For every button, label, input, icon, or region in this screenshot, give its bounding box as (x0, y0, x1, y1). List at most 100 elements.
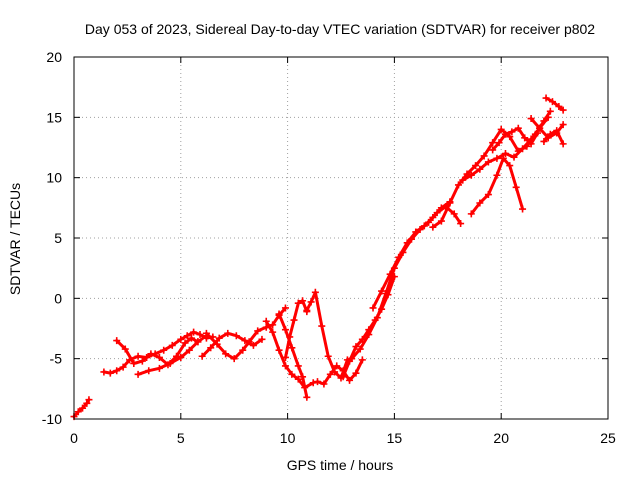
y-tick-label: 10 (46, 170, 62, 186)
data-point (356, 345, 364, 353)
data-point (382, 290, 390, 298)
data-point (519, 205, 527, 213)
data-point (181, 339, 189, 347)
data-point (309, 379, 317, 387)
data-point (420, 222, 428, 230)
data-point (134, 370, 142, 378)
data-point (346, 376, 354, 384)
data-point (275, 310, 283, 318)
data-point (194, 338, 202, 346)
data-point (138, 357, 146, 365)
data-point (358, 356, 366, 364)
data-point (333, 362, 341, 370)
data-point (508, 128, 516, 136)
data-point (155, 364, 163, 372)
data-point (213, 340, 221, 348)
data-point (288, 344, 296, 352)
series-sat-p (467, 154, 527, 218)
data-point (542, 94, 550, 102)
x-tick-label: 5 (177, 430, 185, 446)
series-sat-d (134, 332, 210, 378)
data-point (546, 107, 554, 115)
series-line (316, 358, 364, 386)
data-point (269, 321, 277, 329)
series-sat-o (459, 113, 552, 184)
data-point (365, 331, 373, 339)
data-point (472, 162, 480, 170)
data-point (437, 217, 445, 225)
data-point (119, 363, 127, 371)
data-point (320, 380, 328, 388)
data-point (160, 346, 168, 354)
data-point (249, 341, 257, 349)
data-point (429, 213, 437, 221)
data-point (519, 145, 527, 153)
data-point (290, 316, 298, 324)
data-point (177, 353, 185, 361)
series-line (544, 96, 565, 112)
x-tick-labels: 0 5 10 15 20 25 (70, 430, 616, 446)
data-point (299, 373, 307, 381)
series-line (469, 156, 525, 216)
data-point (559, 106, 567, 114)
data-point (281, 362, 289, 370)
data-point (215, 334, 223, 342)
y-tick-label: 5 (54, 230, 62, 246)
y-axis-title: SDTVAR / TECUs (7, 183, 23, 295)
data-point (155, 353, 163, 361)
data-point (476, 199, 484, 207)
data-point (202, 329, 210, 337)
data-point (369, 304, 377, 312)
data-point (536, 124, 544, 132)
data-point (512, 183, 520, 191)
data-point (269, 328, 277, 336)
data-point (83, 399, 91, 407)
y-tick-label: 15 (46, 109, 62, 125)
data-point (294, 362, 302, 370)
data-point (113, 337, 121, 345)
data-point (303, 306, 311, 314)
data-point (324, 352, 332, 360)
data-point (183, 332, 191, 340)
x-tick-label: 10 (280, 430, 296, 446)
data-point (484, 191, 492, 199)
data-point (294, 375, 302, 383)
data-point (196, 331, 204, 339)
data-point (378, 287, 386, 295)
series-sat-k (314, 356, 366, 388)
data-point (224, 329, 232, 337)
data-point (521, 134, 529, 142)
data-point (467, 171, 475, 179)
data-point (113, 367, 121, 375)
data-point (168, 341, 176, 349)
chart-title: Day 053 of 2023, Sidereal Day-to-day VTE… (85, 21, 595, 37)
data-point (185, 346, 193, 354)
data-point (450, 210, 458, 218)
data-point (281, 353, 289, 361)
series-sat-g (262, 317, 317, 392)
data-point (457, 220, 465, 228)
data-point (100, 368, 108, 376)
series-line (491, 126, 539, 152)
data-point (467, 210, 475, 218)
data-point (373, 314, 381, 322)
series-sat-u (369, 198, 454, 312)
data-point (544, 134, 552, 142)
data-point (495, 139, 503, 147)
series-line (461, 115, 550, 182)
data-point (222, 350, 230, 358)
data-point (352, 369, 360, 377)
y-tick-label: -5 (50, 351, 63, 367)
data-point (311, 288, 319, 296)
series-sat-t (527, 115, 567, 142)
data-point (489, 146, 497, 154)
data-point (446, 198, 454, 206)
data-point (303, 393, 311, 401)
data-point (527, 140, 535, 148)
x-tick-label: 25 (600, 430, 616, 446)
data-point (177, 335, 185, 343)
data-point (326, 370, 334, 378)
data-point (559, 140, 567, 148)
data-point (497, 125, 505, 133)
